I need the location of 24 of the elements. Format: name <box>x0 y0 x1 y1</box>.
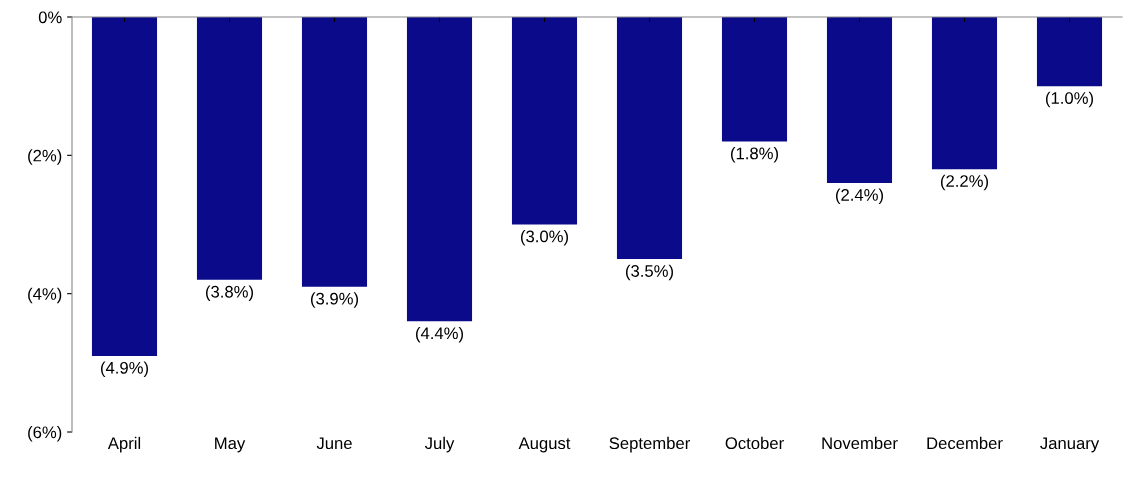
y-tick-label: 0% <box>38 11 62 24</box>
x-tick-label: January <box>1040 437 1100 453</box>
y-tick-label: (4%) <box>28 287 62 304</box>
x-tick-label: July <box>424 436 455 453</box>
data-label: (1.0%) <box>1045 91 1094 108</box>
data-label: (3.0%) <box>520 230 569 246</box>
data-label: (2.4%) <box>835 188 884 205</box>
x-tick-label: December <box>927 436 1003 450</box>
y-tick-label: (6%) <box>28 425 62 442</box>
data-label: (3.8%) <box>205 285 254 301</box>
x-tick-label: September <box>609 436 690 453</box>
x-tick-label: October <box>725 436 784 450</box>
x-tick-label: May <box>215 437 246 453</box>
data-label: (4.9%) <box>100 361 149 377</box>
x-tick-label: April <box>107 436 141 453</box>
data-label: (3.5%) <box>625 264 674 281</box>
y-tick-label: (2%) <box>28 149 62 165</box>
data-label: (2.2%) <box>940 174 989 191</box>
x-tick-label: August <box>518 437 571 453</box>
data-label: (4.4%) <box>415 326 464 343</box>
x-tick-label: June <box>316 437 352 450</box>
data-label: (3.9%) <box>310 292 359 308</box>
x-tick-label: November <box>822 436 898 450</box>
data-label: (1.8%) <box>730 147 779 163</box>
